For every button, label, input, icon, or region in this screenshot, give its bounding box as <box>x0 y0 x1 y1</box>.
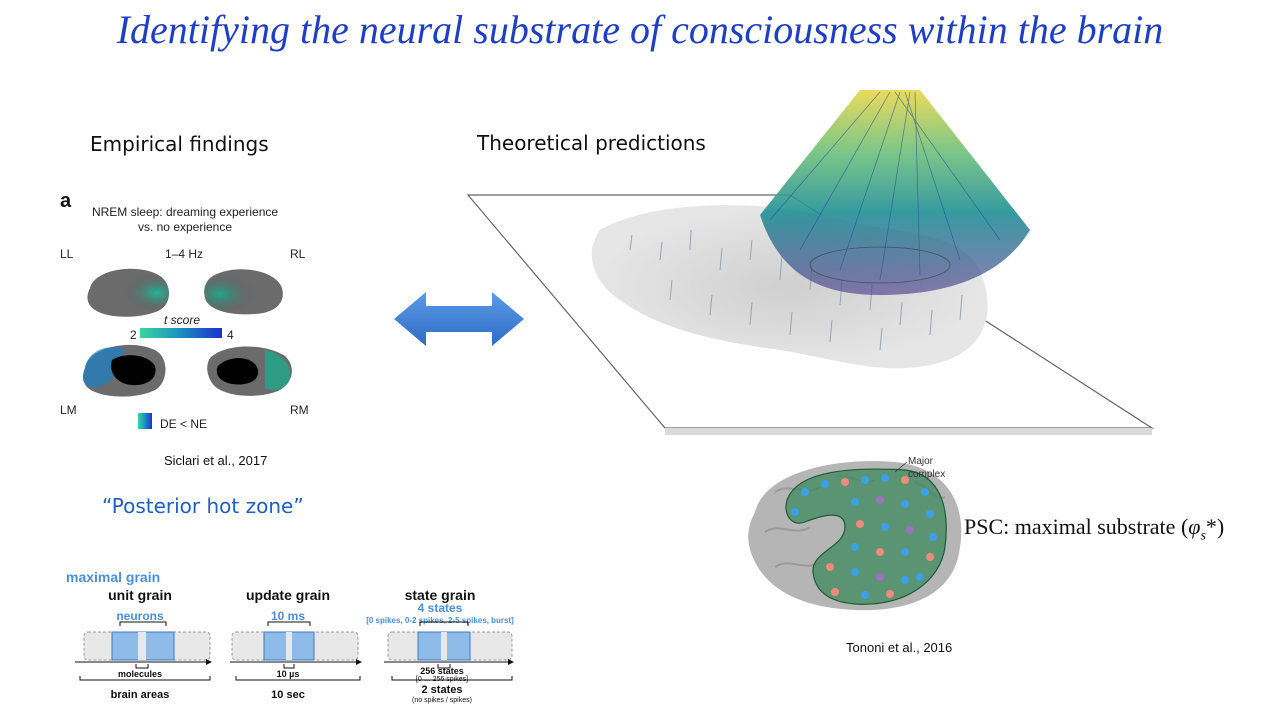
unit-grain-best: neurons <box>116 609 164 623</box>
unit-grain-diagram <box>75 621 212 681</box>
update-grain-header: update grain <box>245 587 330 603</box>
maximal-grain-label: maximal grain <box>66 569 161 585</box>
double-arrow-icon <box>394 292 524 346</box>
state-grain-sub: [0 spikes, 0-2 spikes, 2-5 spikes, burst… <box>366 616 514 625</box>
update-grain-below: 10 µs <box>276 669 300 679</box>
label-rl: RL <box>290 247 306 261</box>
legend-label: DE < NE <box>160 417 208 431</box>
label-lm: LM <box>60 403 77 417</box>
panel-title-line1: NREM sleep: dreaming experience <box>91 205 279 219</box>
psc-subscript: s <box>1200 528 1206 544</box>
brain-lateral-left <box>87 268 169 317</box>
brain-major-complex-figure <box>748 461 962 611</box>
legend-swatch <box>138 413 152 429</box>
update-grain-diagram <box>230 621 362 681</box>
state-grain-header: state grain <box>404 587 476 603</box>
tscore-colorbar <box>140 328 222 338</box>
state-grain-bottom: 2 states <box>421 684 463 696</box>
posterior-hot-zone-quote: “Posterior hot zone” <box>102 494 304 518</box>
frequency-band: 1–4 Hz <box>165 247 204 261</box>
state-grain-bottom-sub: (no spikes / spikes) <box>412 697 472 704</box>
update-grain-best: 10 ms <box>270 609 306 623</box>
psc-text: PSC: maximal substrate ( <box>964 514 1189 539</box>
panel-title-line2: vs. no experience <box>137 220 233 234</box>
unit-grain-below: molecules <box>117 669 163 679</box>
state-grain-diagram <box>384 621 514 681</box>
update-grain-bottom: 10 sec <box>271 689 305 701</box>
empirical-findings-heading: Empirical findings <box>90 132 269 156</box>
state-grain-below: 256 states <box>420 666 464 676</box>
psc-end: *) <box>1205 514 1225 539</box>
theoretical-predictions-heading: Theoretical predictions <box>477 131 706 155</box>
slide-title: Identifying the neural substrate of cons… <box>116 7 1164 52</box>
colorbar-label: t score <box>164 313 201 327</box>
colorbar-max: 4 <box>227 328 234 342</box>
panel-letter: a <box>60 190 72 212</box>
siclari-citation: Siclari et al., 2017 <box>164 453 268 468</box>
label-ll: LL <box>60 247 74 261</box>
cortical-substrate-3d-figure <box>466 90 1155 435</box>
brain-medial-right <box>207 346 292 396</box>
major-complex-nodes <box>791 474 937 599</box>
unit-grain-bottom: brain areas <box>110 689 170 701</box>
state-grain-best: 4 states <box>417 601 463 615</box>
major-complex-label-line2: complex <box>908 469 946 480</box>
brain-medial-left <box>83 344 166 397</box>
psc-phi-symbol: φ <box>1188 514 1201 539</box>
tononi-citation: Tononi et al., 2016 <box>846 640 953 655</box>
label-rm: RM <box>290 403 309 417</box>
brain-tscore-figure <box>83 268 292 429</box>
brain-lateral-right <box>204 269 283 315</box>
major-complex-label-line1: Major <box>908 456 934 467</box>
psc-maximal-substrate-label: PSC: maximal substrate (φs*) <box>964 514 1224 544</box>
state-grain-below-sub: [0 … 256 spikes] <box>415 676 469 683</box>
grain-diagrams <box>75 621 514 681</box>
colorbar-min: 2 <box>130 328 137 342</box>
unit-grain-header: unit grain <box>108 587 172 603</box>
